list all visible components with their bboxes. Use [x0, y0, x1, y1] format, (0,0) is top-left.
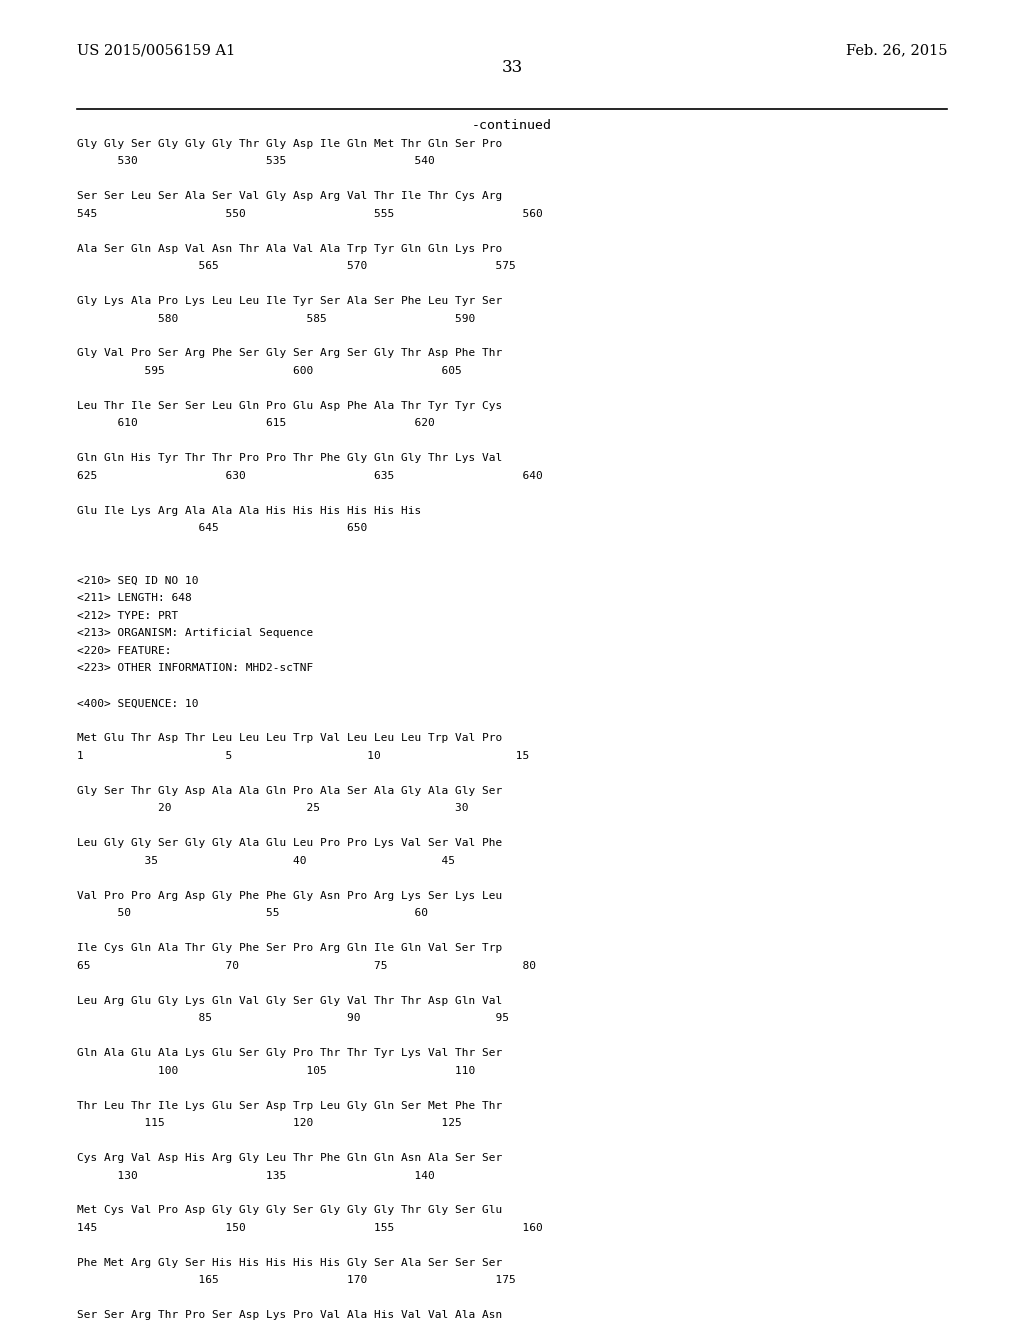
Text: 565                   570                   575: 565 570 575 [77, 261, 515, 271]
Text: Ser Ser Arg Thr Pro Ser Asp Lys Pro Val Ala His Val Val Ala Asn: Ser Ser Arg Thr Pro Ser Asp Lys Pro Val … [77, 1311, 502, 1320]
Text: 35                    40                    45: 35 40 45 [77, 855, 455, 866]
Text: Cys Arg Val Asp His Arg Gly Leu Thr Phe Gln Gln Asn Ala Ser Ser: Cys Arg Val Asp His Arg Gly Leu Thr Phe … [77, 1154, 502, 1163]
Text: Gly Val Pro Ser Arg Phe Ser Gly Ser Arg Ser Gly Thr Asp Phe Thr: Gly Val Pro Ser Arg Phe Ser Gly Ser Arg … [77, 348, 502, 359]
Text: 33: 33 [502, 59, 522, 77]
Text: 85                    90                    95: 85 90 95 [77, 1014, 509, 1023]
Text: Ser Ser Leu Ser Ala Ser Val Gly Asp Arg Val Thr Ile Thr Cys Arg: Ser Ser Leu Ser Ala Ser Val Gly Asp Arg … [77, 191, 502, 201]
Text: Glu Ile Lys Arg Ala Ala Ala His His His His His His: Glu Ile Lys Arg Ala Ala Ala His His His … [77, 506, 421, 516]
Text: 1                     5                    10                    15: 1 5 10 15 [77, 751, 529, 760]
Text: Phe Met Arg Gly Ser His His His His His Gly Ser Ala Ser Ser Ser: Phe Met Arg Gly Ser His His His His His … [77, 1258, 502, 1269]
Text: Gly Lys Ala Pro Lys Leu Leu Ile Tyr Ser Ala Ser Phe Leu Tyr Ser: Gly Lys Ala Pro Lys Leu Leu Ile Tyr Ser … [77, 296, 502, 306]
Text: <220> FEATURE:: <220> FEATURE: [77, 645, 171, 656]
Text: Leu Thr Ile Ser Ser Leu Gln Pro Glu Asp Phe Ala Thr Tyr Tyr Cys: Leu Thr Ile Ser Ser Leu Gln Pro Glu Asp … [77, 401, 502, 411]
Text: 130                   135                   140: 130 135 140 [77, 1171, 434, 1180]
Text: 530                   535                   540: 530 535 540 [77, 156, 434, 166]
Text: 610                   615                   620: 610 615 620 [77, 418, 434, 429]
Text: 50                    55                    60: 50 55 60 [77, 908, 428, 919]
Text: 545                   550                   555                   560: 545 550 555 560 [77, 209, 543, 219]
Text: Met Cys Val Pro Asp Gly Gly Gly Ser Gly Gly Gly Thr Gly Ser Glu: Met Cys Val Pro Asp Gly Gly Gly Ser Gly … [77, 1205, 502, 1216]
Text: 100                   105                   110: 100 105 110 [77, 1065, 475, 1076]
Text: Met Glu Thr Asp Thr Leu Leu Leu Trp Val Leu Leu Leu Trp Val Pro: Met Glu Thr Asp Thr Leu Leu Leu Trp Val … [77, 734, 502, 743]
Text: 625                   630                   635                   640: 625 630 635 640 [77, 471, 543, 480]
Text: <211> LENGTH: 648: <211> LENGTH: 648 [77, 594, 191, 603]
Text: <212> TYPE: PRT: <212> TYPE: PRT [77, 611, 178, 620]
Text: Feb. 26, 2015: Feb. 26, 2015 [846, 44, 947, 58]
Text: -continued: -continued [472, 119, 552, 132]
Text: 65                    70                    75                    80: 65 70 75 80 [77, 961, 536, 970]
Text: Gln Gln His Tyr Thr Thr Pro Pro Thr Phe Gly Gln Gly Thr Lys Val: Gln Gln His Tyr Thr Thr Pro Pro Thr Phe … [77, 453, 502, 463]
Text: Gly Ser Thr Gly Asp Ala Ala Gln Pro Ala Ser Ala Gly Ala Gly Ser: Gly Ser Thr Gly Asp Ala Ala Gln Pro Ala … [77, 785, 502, 796]
Text: Val Pro Pro Arg Asp Gly Phe Phe Gly Asn Pro Arg Lys Ser Lys Leu: Val Pro Pro Arg Asp Gly Phe Phe Gly Asn … [77, 891, 502, 900]
Text: Ile Cys Gln Ala Thr Gly Phe Ser Pro Arg Gln Ile Gln Val Ser Trp: Ile Cys Gln Ala Thr Gly Phe Ser Pro Arg … [77, 942, 502, 953]
Text: 580                   585                   590: 580 585 590 [77, 314, 475, 323]
Text: US 2015/0056159 A1: US 2015/0056159 A1 [77, 44, 236, 58]
Text: <213> ORGANISM: Artificial Sequence: <213> ORGANISM: Artificial Sequence [77, 628, 313, 639]
Text: Ala Ser Gln Asp Val Asn Thr Ala Val Ala Trp Tyr Gln Gln Lys Pro: Ala Ser Gln Asp Val Asn Thr Ala Val Ala … [77, 243, 502, 253]
Text: 645                   650: 645 650 [77, 523, 367, 533]
Text: Gln Ala Glu Ala Lys Glu Ser Gly Pro Thr Thr Tyr Lys Val Thr Ser: Gln Ala Glu Ala Lys Glu Ser Gly Pro Thr … [77, 1048, 502, 1059]
Text: 115                   120                   125: 115 120 125 [77, 1118, 462, 1129]
Text: 145                   150                   155                   160: 145 150 155 160 [77, 1222, 543, 1233]
Text: 595                   600                   605: 595 600 605 [77, 366, 462, 376]
Text: 20                    25                    30: 20 25 30 [77, 803, 468, 813]
Text: <223> OTHER INFORMATION: MHD2-scTNF: <223> OTHER INFORMATION: MHD2-scTNF [77, 663, 313, 673]
Text: Thr Leu Thr Ile Lys Glu Ser Asp Trp Leu Gly Gln Ser Met Phe Thr: Thr Leu Thr Ile Lys Glu Ser Asp Trp Leu … [77, 1101, 502, 1110]
Text: Leu Arg Glu Gly Lys Gln Val Gly Ser Gly Val Thr Thr Asp Gln Val: Leu Arg Glu Gly Lys Gln Val Gly Ser Gly … [77, 995, 502, 1006]
Text: Gly Gly Ser Gly Gly Gly Thr Gly Asp Ile Gln Met Thr Gln Ser Pro: Gly Gly Ser Gly Gly Gly Thr Gly Asp Ile … [77, 139, 502, 149]
Text: Leu Gly Gly Ser Gly Gly Ala Glu Leu Pro Pro Lys Val Ser Val Phe: Leu Gly Gly Ser Gly Gly Ala Glu Leu Pro … [77, 838, 502, 849]
Text: <400> SEQUENCE: 10: <400> SEQUENCE: 10 [77, 698, 199, 709]
Text: 165                   170                   175: 165 170 175 [77, 1275, 515, 1286]
Text: <210> SEQ ID NO 10: <210> SEQ ID NO 10 [77, 576, 199, 586]
